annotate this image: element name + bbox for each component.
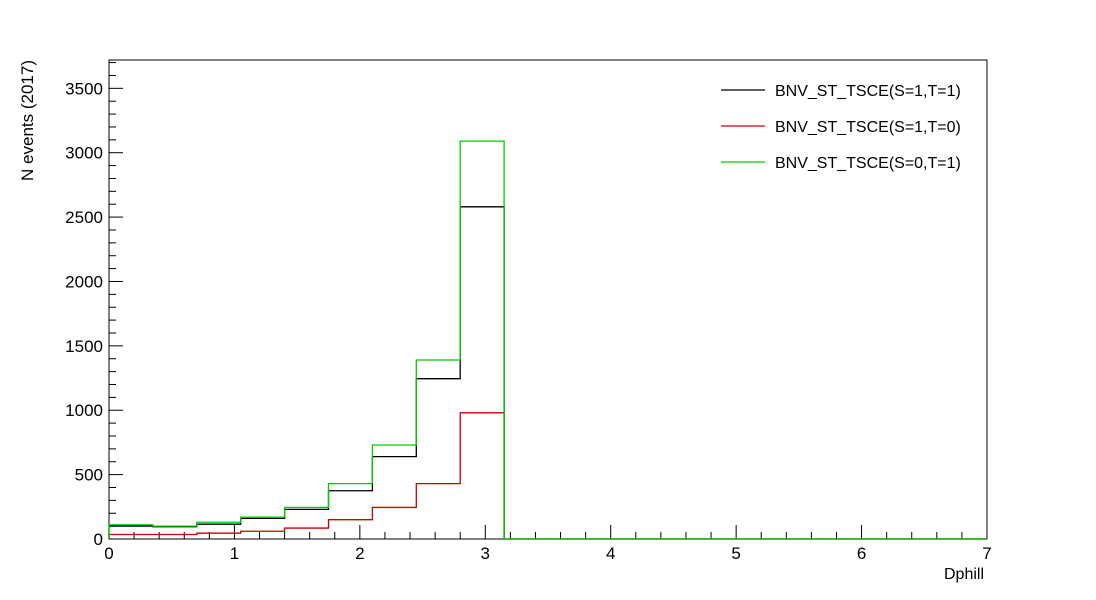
legend: BNV_ST_TSCE(S=1,T=1) BNV_ST_TSCE(S=1,T=0)… (721, 83, 961, 172)
x-tick-label: 4 (606, 544, 615, 563)
x-tick-label: 3 (481, 544, 490, 563)
y-tick-label: 3000 (65, 144, 103, 163)
x-tick-label: 6 (857, 544, 866, 563)
x-tick-label: 1 (230, 544, 239, 563)
series-step-line (108, 206, 987, 540)
legend-entry-label: BNV_ST_TSCE(S=1,T=0) (775, 119, 961, 136)
x-tick-label: 5 (731, 544, 740, 563)
y-tick-label: 1500 (65, 337, 103, 356)
y-tick-label: 1000 (65, 401, 103, 420)
y-axis-label: N events (2017) (18, 60, 37, 181)
x-tick-label: 2 (355, 544, 364, 563)
y-tick-label: 500 (75, 466, 103, 485)
y-tick-label: 2000 (65, 272, 103, 291)
y-tick-label: 3500 (65, 79, 103, 98)
x-tick-label: 0 (104, 544, 113, 563)
x-tick-label: 7 (982, 544, 991, 563)
x-axis-label: Dphill (944, 566, 984, 583)
legend-entry-label: BNV_ST_TSCE(S=0,T=1) (775, 155, 961, 172)
y-tick-label: 2500 (65, 208, 103, 227)
y-tick-label: 0 (94, 530, 103, 549)
legend-entry-label: BNV_ST_TSCE(S=1,T=1) (775, 83, 961, 100)
series-step-line (108, 140, 987, 540)
